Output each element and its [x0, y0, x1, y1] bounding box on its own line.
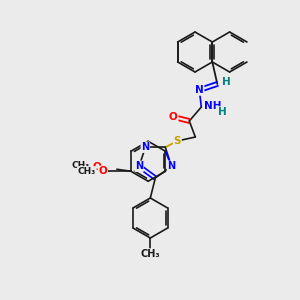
Text: H: H: [222, 77, 231, 87]
Text: O: O: [92, 162, 101, 172]
Text: O: O: [169, 112, 178, 122]
Text: NH: NH: [204, 101, 221, 111]
Text: N: N: [195, 85, 204, 95]
Text: O: O: [98, 166, 107, 176]
Text: CH₃: CH₃: [78, 167, 96, 176]
Text: N: N: [167, 161, 175, 171]
Text: CH₃: CH₃: [72, 161, 90, 170]
Text: S: S: [174, 136, 181, 146]
Text: N: N: [141, 142, 149, 152]
Text: H: H: [218, 107, 227, 117]
Text: N: N: [135, 161, 143, 171]
Text: CH₃: CH₃: [140, 249, 160, 259]
